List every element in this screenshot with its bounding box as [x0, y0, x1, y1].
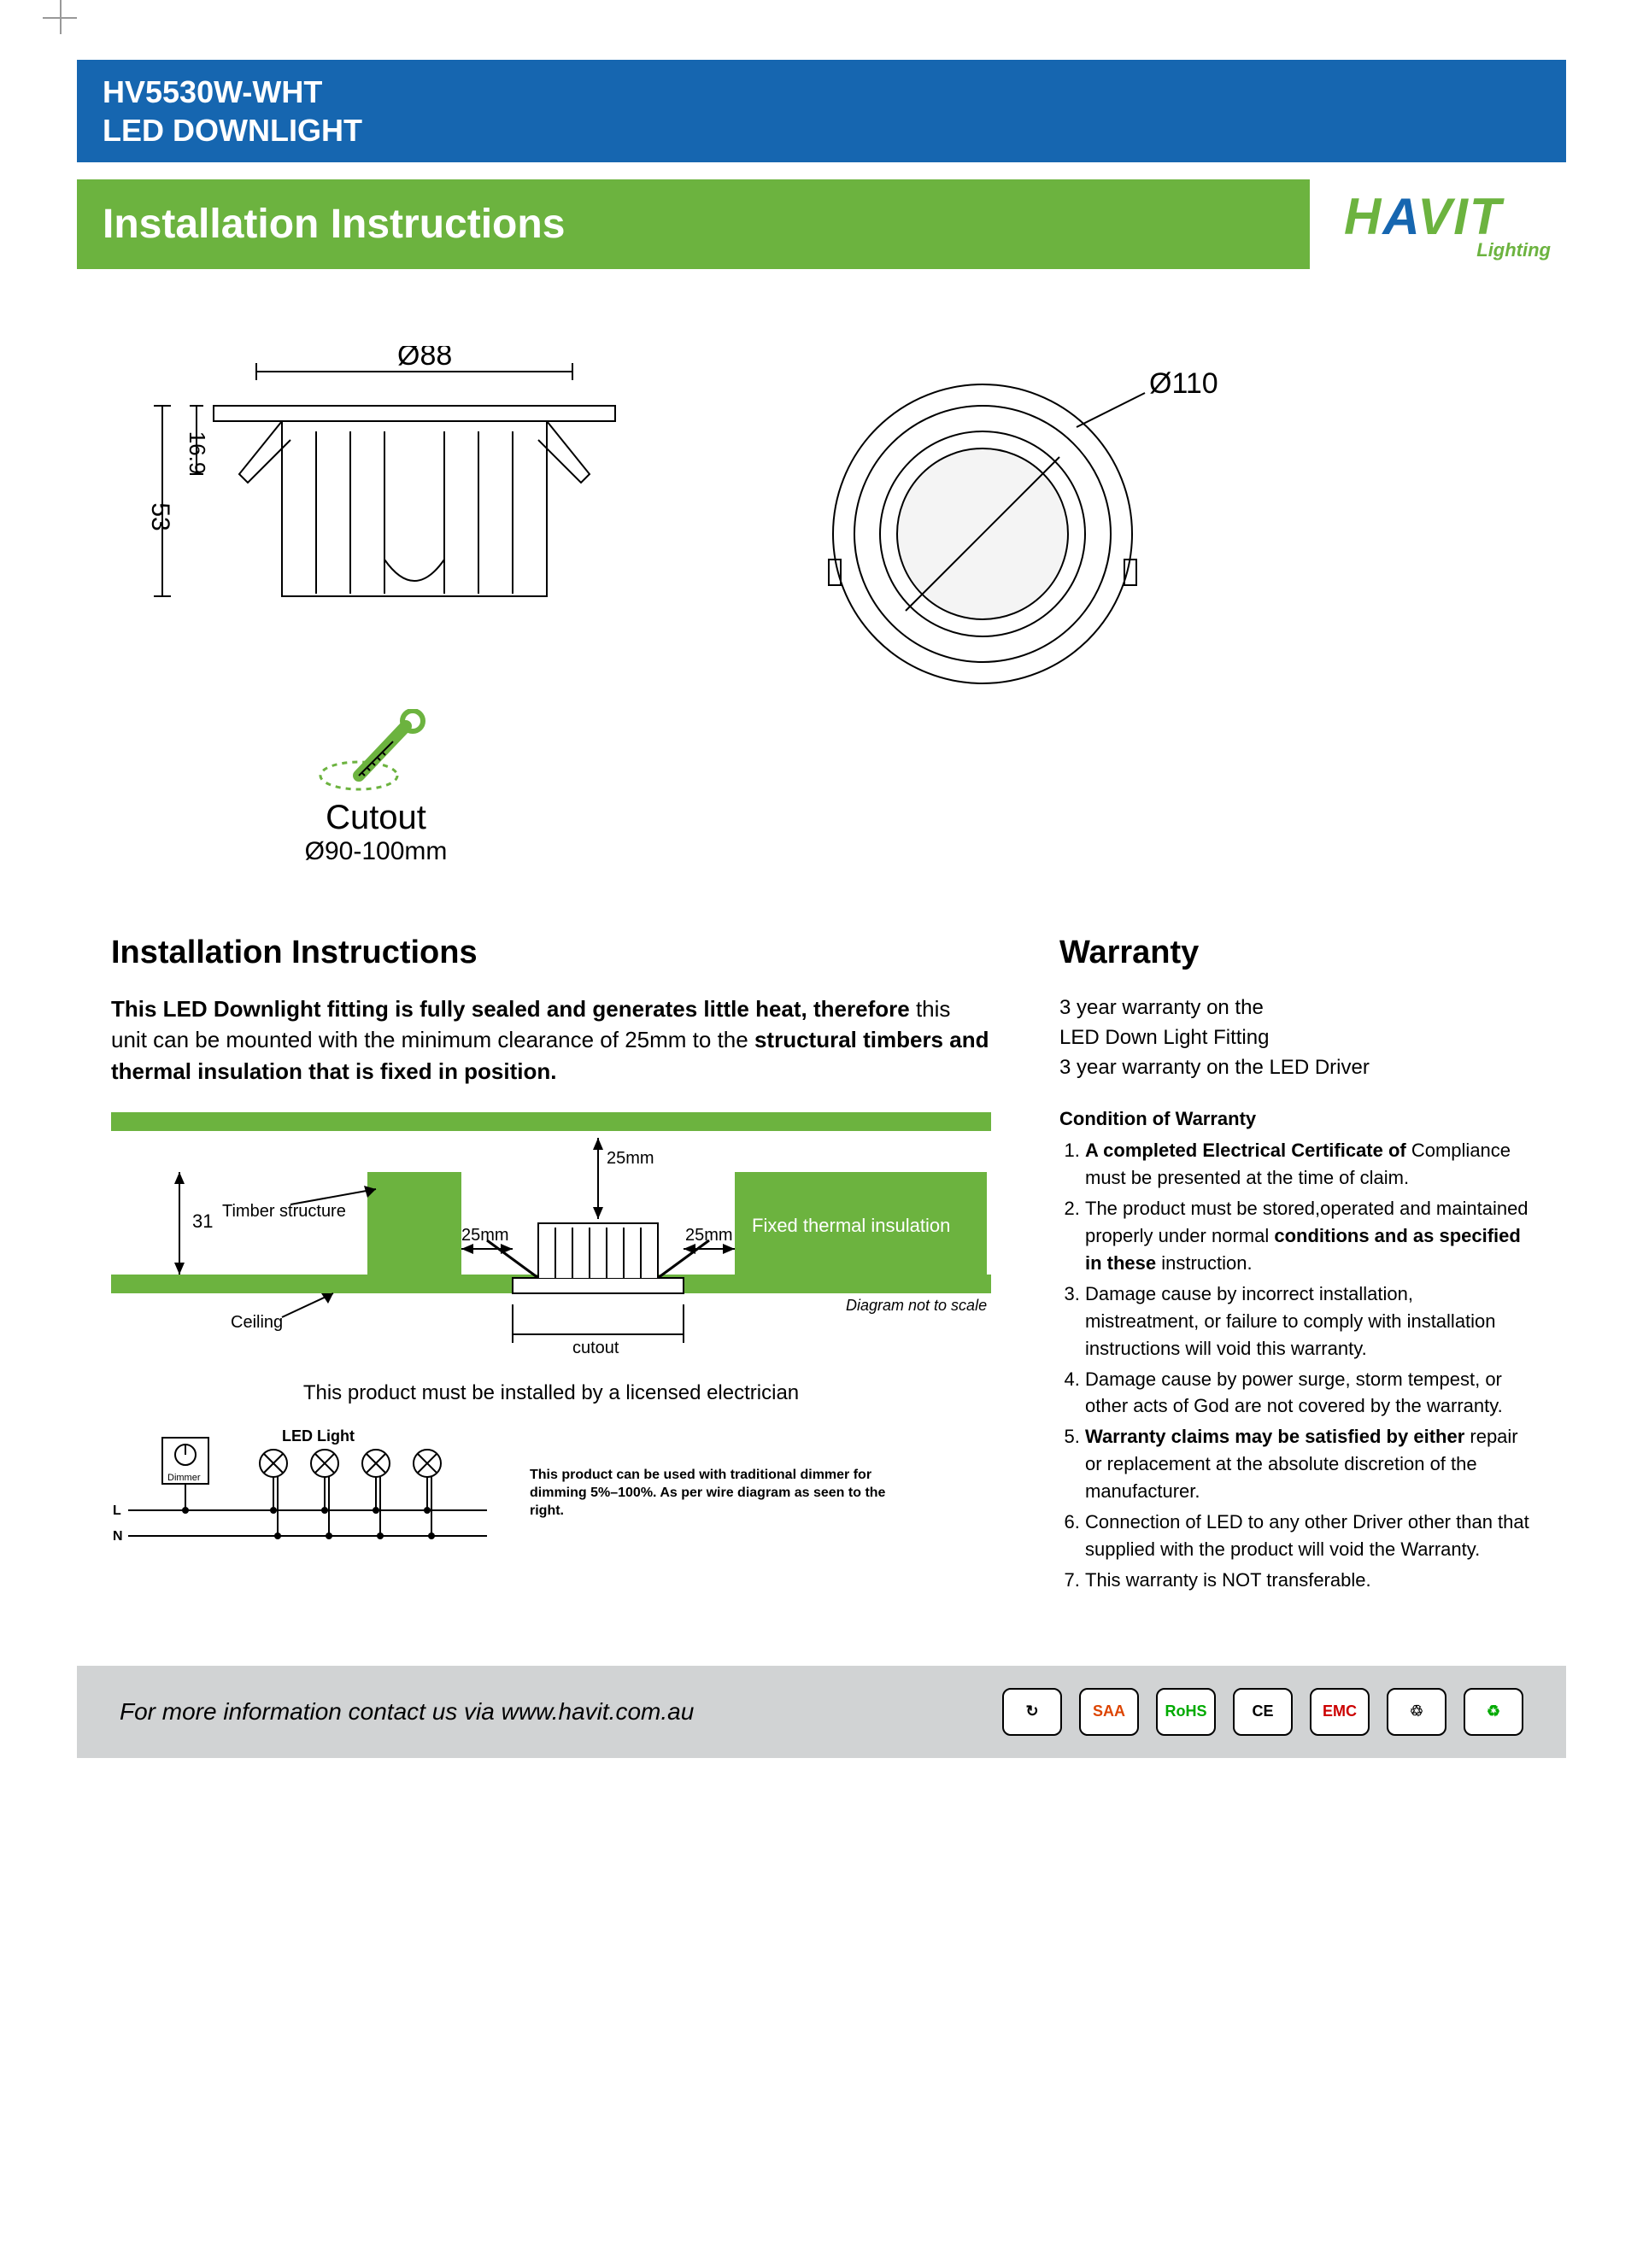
product-name: LED DOWNLIGHT	[103, 111, 1540, 149]
badge-recycle: ♻	[1464, 1688, 1523, 1736]
footer-contact: For more information contact us via www.…	[120, 1698, 985, 1726]
badge-emc: EMC	[1310, 1688, 1370, 1736]
footer-bar: For more information contact us via www.…	[77, 1666, 1566, 1758]
badge-ce: CE	[1233, 1688, 1293, 1736]
warranty-summary: 3 year warranty on the LED Down Light Fi…	[1059, 993, 1532, 1082]
product-code: HV5530W-WHT	[103, 73, 1540, 111]
badge-ctick: ↻	[1002, 1688, 1062, 1736]
dimmer-note: This product can be used with traditiona…	[530, 1467, 897, 1520]
warranty-conditions: A completed Electrical Certificate of Co…	[1059, 1137, 1532, 1593]
gap-r: 25mm	[685, 1226, 733, 1245]
gap-l: 25mm	[461, 1226, 509, 1245]
cutout-label: Cutout	[265, 799, 487, 837]
dia-88: Ø88	[397, 346, 452, 372]
instructions-heading: Installation Instructions	[111, 935, 991, 971]
intro-paragraph: This LED Downlight fitting is fully seal…	[111, 993, 991, 1087]
cond-2: The product must be stored,operated and …	[1085, 1195, 1532, 1277]
line-N: N	[113, 1529, 123, 1544]
timber-label: Timber structure	[222, 1202, 346, 1221]
saw-icon	[312, 709, 440, 794]
led-light-label: LED Light	[282, 1429, 355, 1445]
line-L: L	[113, 1503, 121, 1518]
cutout-value: Ø90-100mm	[265, 837, 487, 866]
dia-110: Ø110	[1149, 367, 1218, 400]
ceiling-label: Ceiling	[231, 1313, 283, 1332]
cond-1: A completed Electrical Certificate of Co…	[1085, 1137, 1532, 1192]
clearance-diagram: Fixed thermal insulation 31 Timber struc…	[111, 1112, 991, 1364]
badge-bin: ♲	[1387, 1688, 1446, 1736]
insulation-label: Fixed thermal insulation	[752, 1215, 950, 1236]
electrician-note: This product must be installed by a lice…	[111, 1381, 991, 1405]
dimmer-label: Dimmer	[167, 1473, 201, 1483]
top-view-drawing: Ø110	[795, 346, 1239, 866]
not-to-scale: Diagram not to scale	[846, 1297, 987, 1314]
crop-mark	[43, 0, 77, 34]
badge-saa: SAA	[1079, 1688, 1139, 1736]
gap-top: 25mm	[607, 1149, 654, 1168]
brand-logo: HAVIT Lighting	[1310, 187, 1566, 261]
wiring-diagram: Dimmer LED Light L N	[111, 1429, 991, 1557]
cond-4: Damage cause by power surge, storm tempe…	[1085, 1366, 1532, 1421]
cond-6: Connection of LED to any other Driver ot…	[1085, 1509, 1532, 1563]
condition-heading: Condition of Warranty	[1059, 1108, 1532, 1130]
warranty-heading: Warranty	[1059, 935, 1532, 971]
cutout-dim-label: cutout	[572, 1339, 619, 1357]
product-header: HV5530W-WHT LED DOWNLIGHT	[77, 60, 1566, 162]
height-53: 53	[146, 502, 174, 530]
side-view-drawing: Ø88 53	[111, 346, 641, 866]
recess-169: 16.9	[185, 431, 210, 475]
badge-rohs: RoHS	[1156, 1688, 1216, 1736]
section-title: Installation Instructions	[77, 179, 1310, 269]
cond-5: Warranty claims may be satisfied by eith…	[1085, 1423, 1532, 1505]
dim-31: 31	[192, 1210, 213, 1232]
cond-7: This warranty is NOT transferable.	[1085, 1567, 1532, 1594]
cond-3: Damage cause by incorrect installation, …	[1085, 1281, 1532, 1363]
